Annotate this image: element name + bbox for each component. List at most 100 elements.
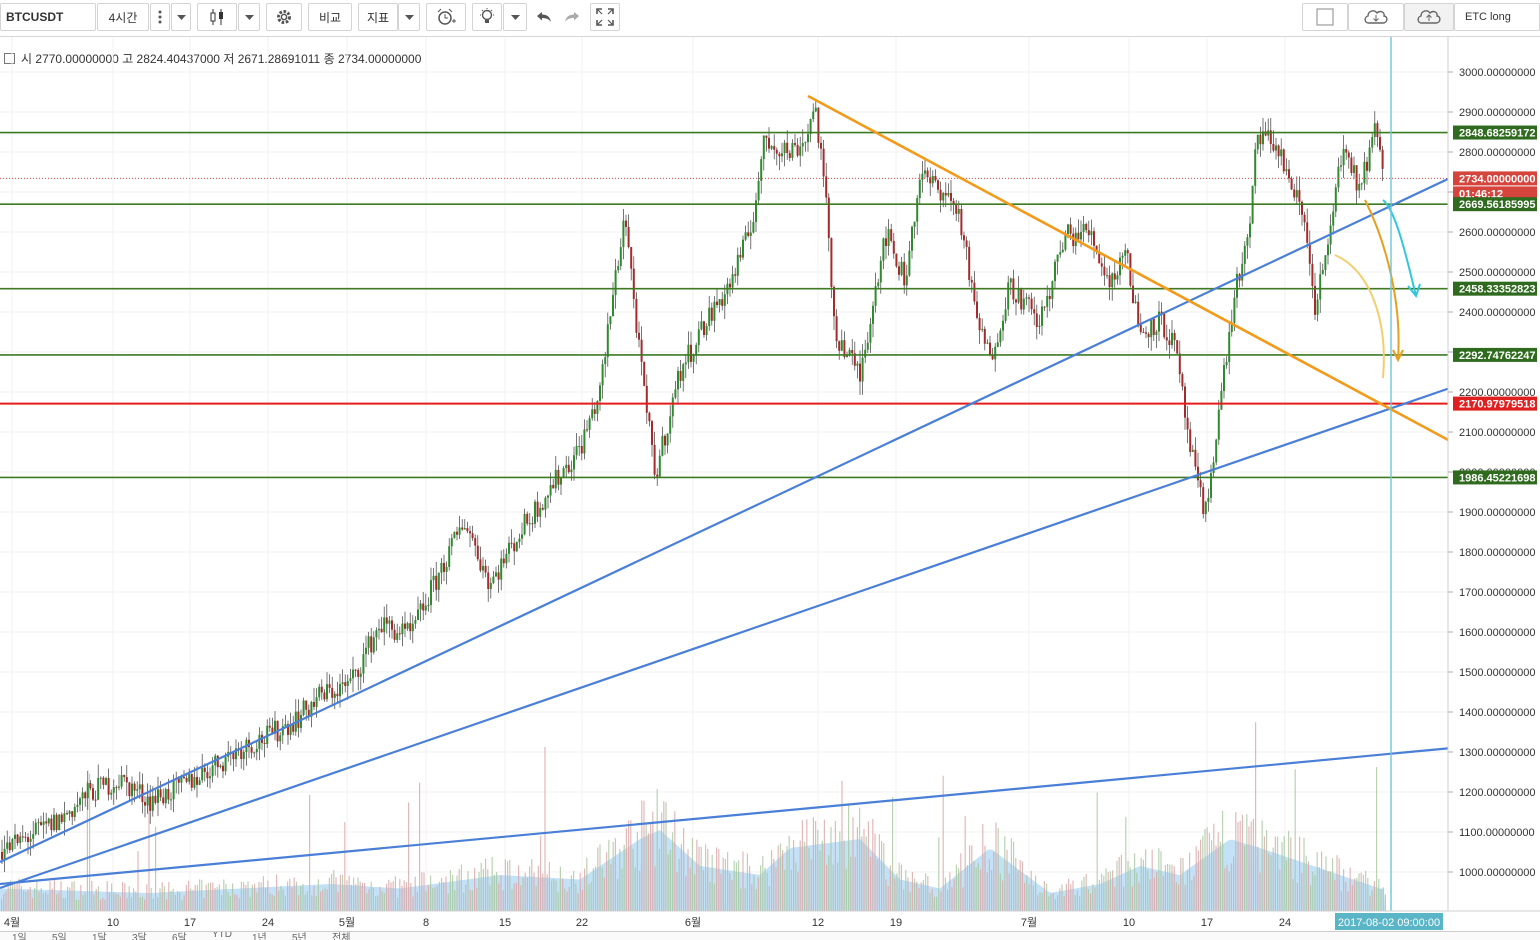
volume-bar [1035,875,1037,911]
candle-body [461,527,464,530]
volume-bar [1048,896,1050,911]
candle-body [612,295,614,317]
candle-body [614,270,617,296]
candle-body [107,778,110,795]
volume-bar [1285,860,1287,911]
indicators-dropdown-button[interactable] [398,3,420,31]
indicators-button[interactable]: 지표 [358,3,398,31]
range-button[interactable]: 1년 [252,933,267,940]
volume-bar [1173,866,1175,911]
load-layout-button[interactable] [1348,3,1404,31]
compare-button[interactable]: 비교 [308,3,352,31]
volume-bar [1041,892,1043,911]
fullscreen-button[interactable] [590,3,620,31]
candle-body [110,792,113,795]
chart-toolbar: BTCUSDT 4시간 비교 지표 ETC long [0,0,1540,37]
volume-bar [1164,865,1166,911]
interval-dropdown-button[interactable] [171,3,191,31]
volume-bar [192,889,194,911]
candle-body [1368,147,1371,171]
volume-bar [661,812,663,911]
volume-bar [828,855,830,911]
collapse-toggle-icon[interactable] [4,53,15,64]
volume-bar [179,892,181,911]
symbol-search-input[interactable]: BTCUSDT [0,3,96,31]
alert-button[interactable] [426,3,466,31]
candle-body [981,328,984,331]
candle-body [547,495,549,498]
volume-bar [410,883,412,911]
range-button[interactable]: 1달 [92,933,107,940]
volume-bar [247,881,249,911]
volume-bar [1158,848,1160,911]
candle-body [752,221,755,233]
volume-bar [445,876,447,911]
volume-bar [449,870,451,911]
volume-bar [401,885,403,911]
volume-bar [621,868,623,911]
interval-selector[interactable]: 4시간 [97,3,149,31]
candle-body [1314,285,1316,315]
drawing-color-button[interactable] [1302,3,1348,31]
chart-style-dropdown-button[interactable] [238,3,260,31]
chart-style-button[interactable] [197,3,237,31]
volume-bar [7,886,9,911]
candle-body [900,261,903,275]
volume-bar [1169,864,1171,911]
candle-body [458,527,461,535]
volume-bar [344,822,346,911]
candle-body [253,752,256,754]
range-button[interactable]: 5년 [292,933,307,940]
save-layout-button[interactable] [1404,3,1454,31]
volume-bar [1358,873,1360,911]
settings-button[interactable] [266,3,302,31]
ideas-button[interactable] [472,3,502,31]
volume-bar [1059,888,1061,911]
ideas-dropdown-button[interactable] [503,3,527,31]
volume-bar [1101,873,1103,911]
candle-body [1337,166,1340,188]
volume-bar [1138,882,1140,911]
volume-bar [328,877,330,911]
volume-bar [1380,889,1382,911]
price-tick-label: 1400.00000000 [1459,707,1535,719]
candle-body [1082,223,1085,232]
candle-body [963,235,965,241]
candle-body [123,774,126,778]
volume-bar [254,883,256,911]
range-button[interactable]: YTD [212,931,232,940]
candle-body [300,714,302,728]
range-button[interactable]: 3달 [132,933,147,940]
volume-bar [614,838,616,911]
candle-body [487,572,490,589]
range-button[interactable]: 전체 [332,933,351,940]
volume-bar [1239,820,1241,911]
candle-body [37,822,40,824]
volume-bar [542,873,544,911]
volume-bar [89,773,91,911]
range-button[interactable]: 5일 [52,933,67,940]
candle-body [508,542,510,554]
candle-body [1163,313,1166,338]
volume-bar [1213,823,1215,911]
candle-body [645,385,648,413]
volume-bar [315,896,317,911]
volume-bar [289,878,291,911]
volume-bar [1215,845,1217,911]
range-button[interactable]: 1일 [12,933,27,940]
range-button[interactable]: 6달 [172,933,187,940]
layout-name-button[interactable]: ETC long [1454,3,1540,31]
volume-bar [302,884,304,911]
candle-body [523,513,526,535]
candle-body [718,299,721,306]
volume-bar [531,859,533,911]
volume-bar [82,895,84,911]
volume-bar [590,881,592,911]
volume-bar [1030,870,1032,911]
undo-button[interactable] [530,3,558,31]
redo-button[interactable] [558,3,586,31]
candle-body [705,326,708,336]
volume-bar [1105,868,1107,911]
price-chart[interactable]: 3000.00000000 2900.00000000 2800.00000000 2… [0,37,1540,931]
interval-more-button[interactable] [150,3,170,31]
